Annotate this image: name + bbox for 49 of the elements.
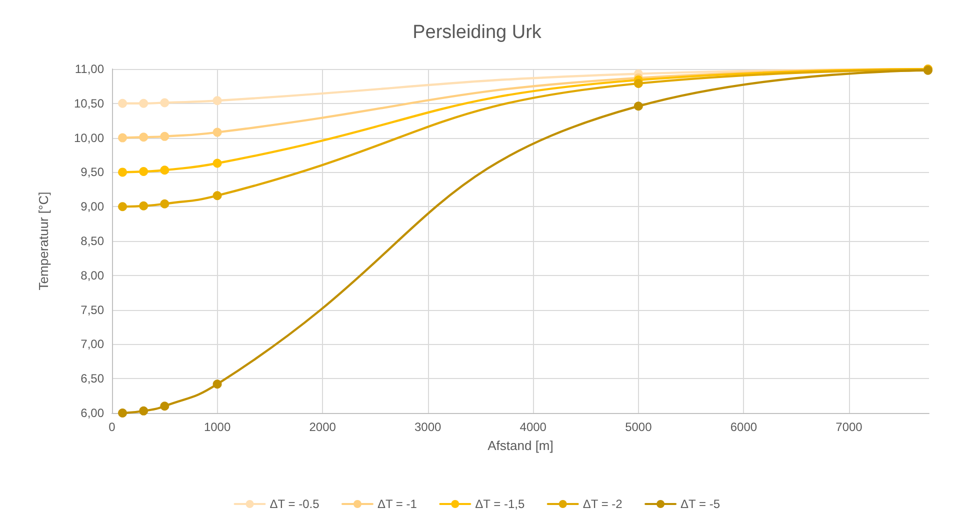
point <box>139 167 148 176</box>
point <box>139 132 148 142</box>
legend-label: ΔT = -1,5 <box>475 497 525 511</box>
x-tick-label: 7000 <box>836 420 863 434</box>
point <box>139 406 148 416</box>
y-tick-label: 6,00 <box>80 406 104 420</box>
y-tick-label: 8,50 <box>80 234 104 248</box>
x-tick-label: 1000 <box>204 420 231 434</box>
y-tick-label: 9,50 <box>80 165 104 180</box>
point <box>160 98 170 108</box>
y-axis-title: Temperatuur [°C] <box>36 192 51 290</box>
point <box>118 408 128 418</box>
point <box>160 132 170 141</box>
point <box>212 191 222 200</box>
legend-label: ΔT = -0.5 <box>270 497 320 511</box>
chart-title: Persleiding Urk <box>412 22 542 43</box>
point <box>212 380 222 389</box>
point <box>160 166 170 175</box>
point <box>160 199 170 208</box>
legend-label: ΔT = -5 <box>680 497 720 511</box>
x-tick-label: 6000 <box>730 420 758 434</box>
y-tick-label: 10,50 <box>74 96 104 110</box>
y-tick-label: 8,00 <box>80 268 104 282</box>
y-tick-label: 11,00 <box>74 62 104 76</box>
y-tick-label: 10,00 <box>74 130 104 145</box>
point <box>118 168 128 177</box>
point <box>139 98 148 108</box>
x-tick-label: 0 <box>108 420 116 434</box>
x-tick-label: 4000 <box>520 420 547 434</box>
point <box>212 158 222 168</box>
point <box>118 133 128 142</box>
y-tick-label: 9,00 <box>80 200 104 214</box>
legend-label: ΔT = -1 <box>377 497 418 511</box>
y-tick-label: 6,50 <box>80 372 104 386</box>
point <box>212 96 222 106</box>
point <box>212 128 222 137</box>
x-axis-title: Afstand [m] <box>488 438 554 453</box>
point <box>634 102 643 111</box>
point <box>160 402 170 411</box>
x-tick-label: 3000 <box>414 420 442 434</box>
point <box>118 202 128 212</box>
y-tick-label: 7,00 <box>80 337 104 352</box>
x-tick-label: 5000 <box>625 420 652 434</box>
point <box>634 78 643 88</box>
y-tick-label: 7,50 <box>80 302 104 317</box>
point <box>118 98 128 108</box>
x-tick-label: 2000 <box>309 420 336 434</box>
point <box>139 201 148 210</box>
legend-label: ΔT = -2 <box>582 497 623 511</box>
